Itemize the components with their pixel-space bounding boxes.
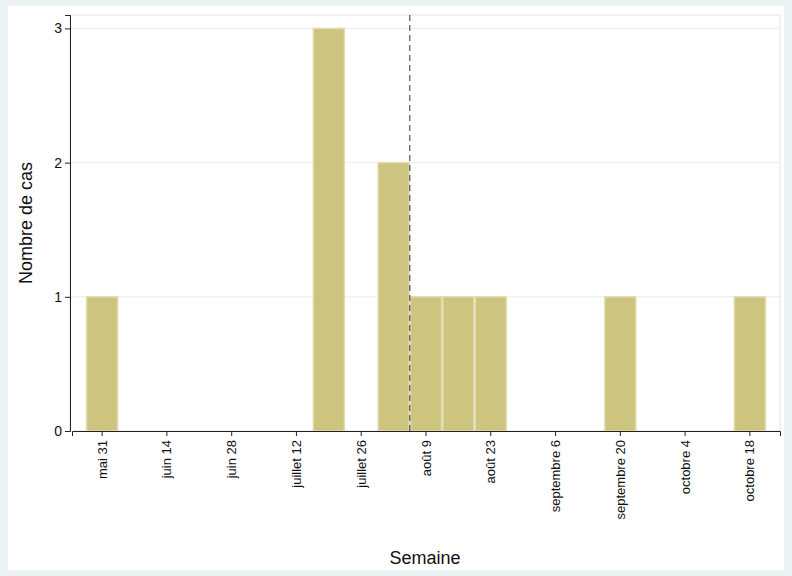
- y-tick: 1: [54, 289, 70, 305]
- bar: [184, 430, 215, 431]
- bar: [378, 163, 409, 431]
- x-tick-mark: [749, 431, 750, 436]
- x-tick: août 23: [483, 431, 498, 483]
- bar: [572, 430, 603, 431]
- x-tick-mark: [102, 431, 103, 436]
- bar: [508, 430, 539, 431]
- y-tick-mark: [65, 297, 70, 298]
- bar: [540, 430, 571, 431]
- x-tick: septembre 20: [613, 431, 628, 520]
- bar: [475, 297, 506, 431]
- x-tick-mark: [231, 431, 232, 436]
- x-tick-label: octobre 18: [742, 440, 757, 501]
- x-tick-mark: [490, 431, 491, 436]
- x-axis-line: [73, 432, 781, 437]
- y-tick-mark: [65, 28, 70, 29]
- x-tick: octobre 18: [742, 431, 757, 501]
- x-tick-mark: [296, 431, 297, 436]
- plot-frame: [70, 15, 780, 431]
- x-tick-mark: [166, 431, 167, 436]
- x-tick-label: juillet 26: [354, 440, 369, 489]
- bar: [249, 430, 280, 431]
- x-tick-label: juin 14: [159, 440, 174, 479]
- y-axis-line: [65, 16, 71, 432]
- y-axis-title: Nombre de cas: [16, 162, 36, 284]
- y-tick: 2: [54, 155, 70, 171]
- x-tick: octobre 4: [678, 431, 693, 494]
- y-tick-label: 0: [54, 423, 62, 439]
- y-tick-label: 1: [54, 289, 62, 305]
- x-tick-label: septembre 20: [613, 440, 628, 520]
- bar: [702, 430, 733, 431]
- bar: [281, 430, 312, 431]
- reference-line: [409, 15, 410, 431]
- x-tick-label: octobre 4: [678, 440, 693, 494]
- x-tick: juillet 26: [354, 431, 369, 489]
- bar: [119, 430, 150, 431]
- x-axis-title: Semaine: [389, 548, 460, 568]
- grid-line: [70, 28, 780, 29]
- grid-line: [70, 162, 780, 163]
- x-axis: mai 31 juin 14 juin 28 juillet 12 juillet 26…: [73, 431, 781, 520]
- x-tick: septembre 6: [548, 431, 563, 512]
- bar: [605, 297, 636, 431]
- bar: [216, 430, 247, 431]
- y-tick-label: 2: [54, 155, 62, 171]
- y-tick-mark: [65, 431, 70, 432]
- bar: [151, 430, 182, 431]
- bar: [670, 430, 701, 431]
- bar: [637, 430, 668, 431]
- chart-area: [8, 6, 784, 570]
- x-tick-mark: [555, 431, 556, 436]
- x-tick-label: juin 28: [224, 440, 239, 479]
- x-tick-mark: [426, 431, 427, 436]
- bar: [87, 297, 118, 431]
- bar: [443, 297, 474, 431]
- x-tick-mark: [620, 431, 621, 436]
- x-tick-mark: [685, 431, 686, 436]
- x-tick-label: septembre 6: [548, 440, 563, 512]
- grid: [70, 28, 780, 431]
- background: [0, 0, 792, 576]
- x-tick: juillet 12: [289, 431, 304, 489]
- y-tick: 0: [54, 423, 70, 439]
- x-tick-label: août 9: [419, 440, 434, 476]
- x-tick-label: mai 31: [95, 440, 110, 479]
- y-axis: 0 1 2 3: [54, 16, 70, 439]
- plot-area: [87, 15, 766, 431]
- x-tick-label: juillet 12: [289, 440, 304, 489]
- x-tick-mark: [361, 431, 362, 436]
- bar: [346, 430, 377, 431]
- bar: [410, 297, 441, 431]
- y-tick-label: 3: [54, 20, 62, 36]
- x-tick-label: août 23: [483, 440, 498, 483]
- bar: [734, 297, 765, 431]
- y-tick-mark: [65, 163, 70, 164]
- x-tick: mai 31: [95, 431, 110, 479]
- x-tick: juin 28: [224, 431, 239, 479]
- x-tick: juin 14: [159, 431, 174, 479]
- y-tick: 3: [54, 20, 70, 36]
- chart: mai 31 juin 14 juin 28 juillet 12 juillet 26…: [0, 0, 792, 576]
- x-tick: août 9: [419, 431, 434, 476]
- bar: [313, 28, 344, 431]
